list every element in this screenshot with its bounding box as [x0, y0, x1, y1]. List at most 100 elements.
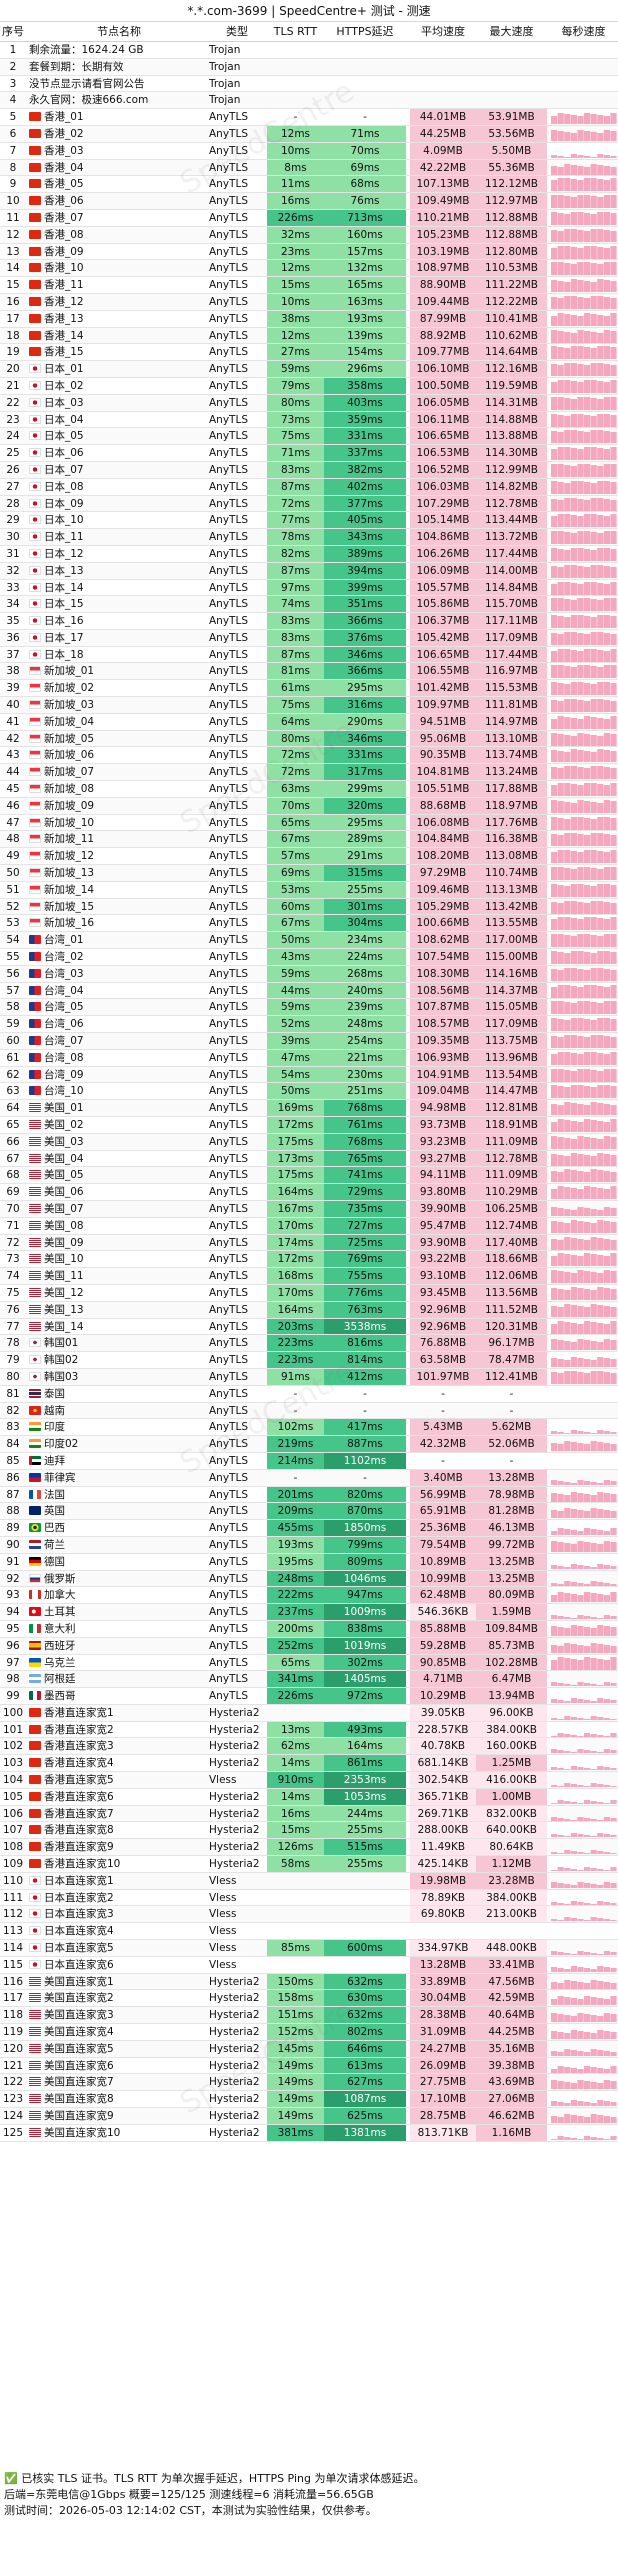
- hk-flag-icon: [29, 1808, 41, 1818]
- sparkline-bar: [564, 1850, 571, 1855]
- sparkline-bar: [570, 211, 577, 225]
- table-row: 28 日本_09 AnyTLS 72ms 377ms 107.29MB 112.78MB: [0, 495, 618, 513]
- tw-flag-icon: [29, 1069, 41, 1079]
- https-latency: 947ms: [324, 1587, 406, 1604]
- avg-speed: 39.05KB: [410, 1704, 476, 1721]
- max-speed: 113.54MB: [476, 1066, 547, 1083]
- per-second-speed-sparkline: [551, 967, 617, 981]
- row-index: 105: [2, 1790, 24, 1803]
- https-latency: 417ms: [324, 1419, 406, 1436]
- sparkline-bar: [570, 649, 577, 662]
- https-latency: 296ms: [324, 361, 406, 377]
- sparkline-bar: [551, 463, 558, 477]
- sparkline-bar: [590, 1800, 597, 1804]
- per-second-speed-sparkline: [551, 178, 617, 192]
- per-second-speed-sparkline: [551, 1816, 617, 1821]
- sparkline-bar: [597, 1594, 604, 1603]
- sparkline-bar: [610, 1136, 617, 1149]
- node-name-label: 法国: [44, 1488, 65, 1501]
- sparkline-bar: [564, 2114, 571, 2124]
- per-second-speed-sparkline: [551, 1624, 617, 1636]
- node-type: AnyTLS: [209, 1119, 248, 1131]
- avg-speed: 10.89MB: [410, 1553, 476, 1570]
- sparkline-bar: [584, 447, 591, 461]
- node-name-label: 日本直连家宽6: [44, 1958, 114, 1971]
- sparkline-bar: [564, 648, 571, 662]
- per-second-speed-sparkline: [551, 1186, 617, 1200]
- per-second-speed-sparkline: [551, 665, 617, 679]
- avg-speed: 334.97KB: [410, 1940, 476, 1956]
- sparkline-bar: [570, 2100, 577, 2107]
- row-index: 65: [6, 1119, 20, 1131]
- sparkline-bar: [590, 1566, 597, 1569]
- sparkline-bar: [603, 1981, 610, 1989]
- sparkline-bar: [584, 499, 591, 511]
- tls-rtt: 173ms: [267, 1150, 324, 1167]
- sparkline-bar: [570, 816, 577, 830]
- sparkline-bar: [570, 1035, 577, 1049]
- row-index: 76: [6, 1303, 20, 1316]
- sparkline-bar: [570, 1954, 577, 1956]
- sparkline-bar: [557, 1996, 564, 2006]
- per-second-speed-sparkline: [551, 1615, 617, 1620]
- per-second-speed-sparkline: [551, 1528, 617, 1536]
- sparkline-bar: [597, 153, 604, 158]
- hk-flag-icon: [29, 1707, 41, 1717]
- avg-speed: 104.84MB: [410, 831, 476, 848]
- sparkline-bar: [551, 632, 558, 645]
- max-speed: 111.09MB: [476, 1167, 547, 1184]
- sparkline-bar: [557, 1320, 564, 1334]
- sparkline-bar: [551, 1122, 558, 1132]
- node-type: AnyTLS: [209, 413, 248, 426]
- sparkline-bar: [610, 1817, 617, 1821]
- sparkline-bar: [597, 211, 604, 225]
- sparkline-bar: [610, 195, 617, 209]
- sparkline-bar: [610, 648, 617, 662]
- sparkline-bar: [577, 229, 584, 242]
- sparkline-bar: [597, 1170, 604, 1183]
- sparkline-bar: [564, 1441, 571, 1452]
- tls-rtt: 27ms: [267, 344, 324, 361]
- tls-rtt: 72ms: [267, 747, 324, 764]
- sparkline-bar: [564, 1289, 571, 1300]
- table-row: 49 新加坡_12 AnyTLS 57ms 291ms 108.20MB 113.08MB: [0, 848, 618, 866]
- table-row: 109 香港直连家宽10 Hysteria2 58ms 255ms 425.14KB 1.1…: [0, 1856, 618, 1873]
- per-second-speed-sparkline: [551, 1540, 617, 1552]
- node-name-label: 日本_11: [44, 531, 84, 544]
- sg-flag-icon: [29, 884, 41, 894]
- sparkline-bar: [590, 752, 597, 763]
- row-index: 90: [6, 1538, 20, 1551]
- sparkline-bar: [570, 699, 577, 713]
- ua-flag-icon: [29, 1657, 41, 1667]
- per-second-speed-sparkline: [551, 547, 617, 561]
- tls-rtt: 64ms: [267, 713, 324, 730]
- https-latency: 769ms: [324, 1251, 406, 1268]
- max-speed: 119.59MB: [476, 377, 547, 394]
- us-flag-icon: [29, 1304, 41, 1314]
- sparkline-bar: [603, 2080, 610, 2090]
- sparkline-bar: [564, 1627, 571, 1636]
- sparkline-bar: [584, 1982, 591, 1989]
- sparkline-bar: [557, 2065, 564, 2073]
- max-speed: 113.42MB: [476, 898, 547, 915]
- tw-flag-icon: [29, 1036, 41, 1046]
- max-speed: 112.99MB: [476, 461, 547, 478]
- sparkline-bar: [603, 396, 610, 410]
- table-row: 51 新加坡_14 AnyTLS 53ms 255ms 109.46MB 113.13MB: [0, 881, 618, 899]
- sparkline-bar: [551, 834, 558, 847]
- sparkline-bar: [590, 1137, 597, 1149]
- node-type: Hysteria2: [209, 1807, 260, 1820]
- https-latency: 3538ms: [324, 1318, 406, 1335]
- node-name: 美国_02: [29, 1117, 209, 1133]
- sparkline-bar: [570, 547, 577, 561]
- per-second-speed-sparkline: [551, 2114, 617, 2124]
- node-name-label: 新加坡_06: [44, 749, 95, 762]
- max-speed: 112.97MB: [476, 193, 547, 209]
- sparkline-bar: [551, 1735, 558, 1737]
- sparkline-bar: [610, 1119, 617, 1132]
- row-index: 11: [6, 211, 20, 224]
- sparkline-bar: [584, 1626, 591, 1636]
- node-type: Vless: [209, 1958, 237, 1971]
- sparkline-bar: [584, 1656, 591, 1670]
- sparkline-bar: [590, 1370, 597, 1384]
